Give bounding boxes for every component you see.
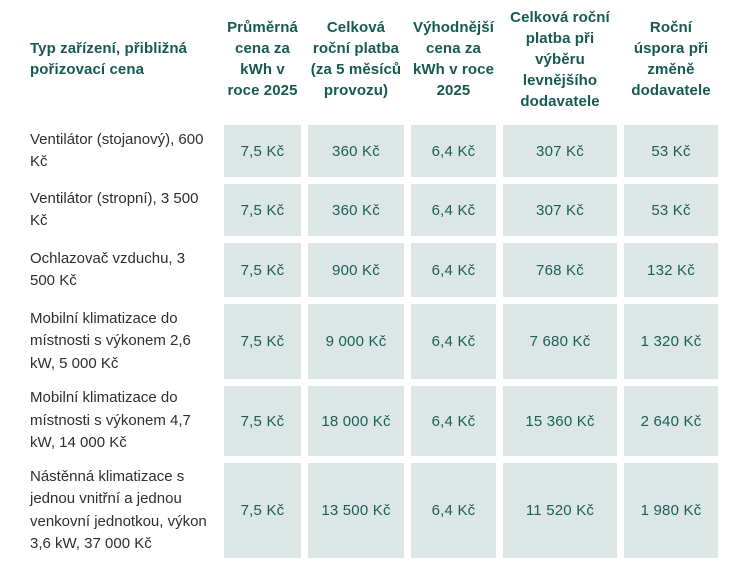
value-cell: 132 Kč xyxy=(624,243,718,297)
device-label: Nástěnná klimatizace s jednou vnitřní a … xyxy=(30,467,207,553)
value-cell: 7,5 Kč xyxy=(224,243,301,297)
value-cell: 1 980 Kč xyxy=(624,463,718,558)
value-cell: 360 Kč xyxy=(308,184,404,236)
value-cell: 7,5 Kč xyxy=(224,125,301,177)
value-cell: 11 520 Kč xyxy=(503,463,617,558)
header-total-payment-cheaper-supplier: Celková roční platba při výběru levnější… xyxy=(510,8,610,110)
value-cell: 18 000 Kč xyxy=(308,386,404,456)
value-cell: 1 320 Kč xyxy=(624,304,718,379)
header-better-price: Výhodnější cena za kWh v roce 2025 xyxy=(412,19,495,99)
header-average-price: Průměrná cena za kWh v roce 2025 xyxy=(227,19,298,99)
value-cell: 15 360 Kč xyxy=(503,386,617,456)
value-cell: 6,4 Kč xyxy=(411,463,496,558)
value-cell: 7,5 Kč xyxy=(224,386,301,456)
value-cell: 53 Kč xyxy=(624,125,718,177)
header-total-annual-payment: Celková roční platba (za 5 měsíců provoz… xyxy=(310,19,402,99)
value-cell: 6,4 Kč xyxy=(411,304,496,379)
pricing-table: Typ zařízení, přibližná pořizovací cena … xyxy=(30,8,718,558)
value-cell: 7,5 Kč xyxy=(224,463,301,558)
value-cell: 6,4 Kč xyxy=(411,243,496,297)
value-cell: 6,4 Kč xyxy=(411,386,496,456)
device-label: Ventilátor (stojanový), 600 Kč xyxy=(30,130,204,171)
value-cell: 6,4 Kč xyxy=(411,125,496,177)
value-cell: 7 680 Kč xyxy=(503,304,617,379)
value-cell: 53 Kč xyxy=(624,184,718,236)
header-annual-savings: Roční úspora při změně dodavatele xyxy=(631,19,711,99)
device-label: Ventilátor (stropní), 3 500 Kč xyxy=(30,189,199,230)
device-label: Mobilní klimatizace do místnosti s výkon… xyxy=(30,309,191,372)
header-device-type: Typ zařízení, přibližná pořizovací cena xyxy=(30,40,188,78)
value-cell: 768 Kč xyxy=(503,243,617,297)
value-cell: 307 Kč xyxy=(503,125,617,177)
value-cell: 7,5 Kč xyxy=(224,184,301,236)
value-cell: 900 Kč xyxy=(308,243,404,297)
device-label: Mobilní klimatizace do místnosti s výkon… xyxy=(30,389,191,452)
value-cell: 9 000 Kč xyxy=(308,304,404,379)
device-label: Ochlazovač vzduchu, 3 500 Kč xyxy=(30,249,186,290)
value-cell: 7,5 Kč xyxy=(224,304,301,379)
value-cell: 6,4 Kč xyxy=(411,184,496,236)
value-cell: 360 Kč xyxy=(308,125,404,177)
value-cell: 2 640 Kč xyxy=(624,386,718,456)
value-cell: 13 500 Kč xyxy=(308,463,404,558)
value-cell: 307 Kč xyxy=(503,184,617,236)
